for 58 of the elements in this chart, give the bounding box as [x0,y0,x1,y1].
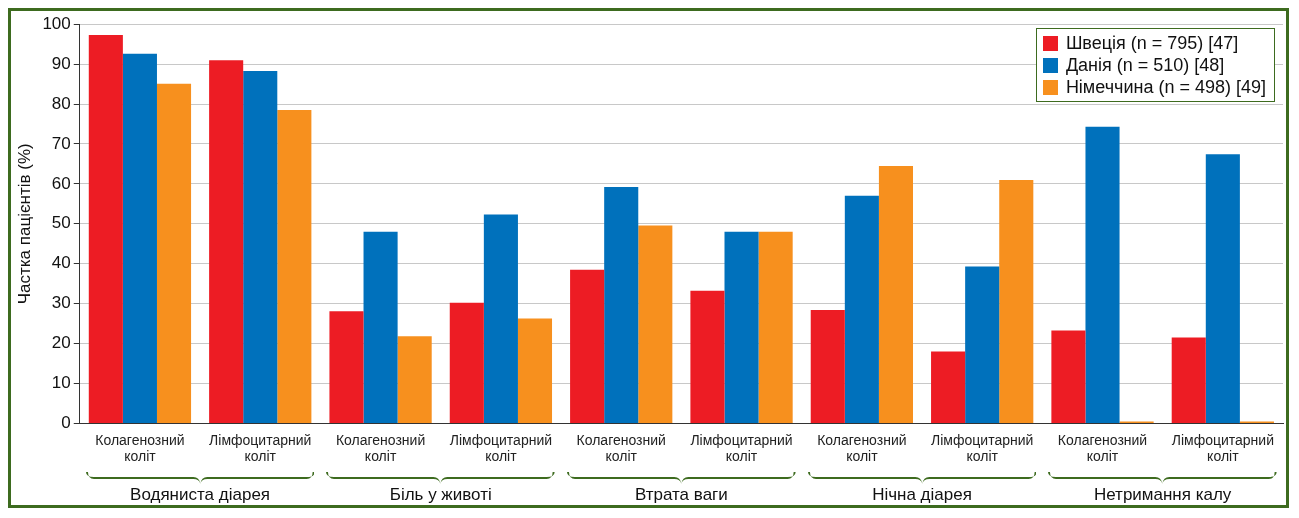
bar [724,231,759,423]
x-tick-label: Колагенозний коліт [1057,431,1148,465]
bar [810,310,845,423]
bar [1051,330,1086,423]
y-tick-label: 40 [51,253,71,273]
x-tick-label: Лімфоцитарний коліт [931,431,1034,465]
text: Нетримання калу [1092,485,1233,505]
bar [1205,154,1240,423]
y-tick-label: 20 [51,333,71,353]
bar [690,290,725,423]
bar [243,70,278,423]
text: Біль у животі [388,485,493,505]
bar [122,53,157,423]
y-tick-label: 70 [51,133,71,153]
bar [1085,126,1120,423]
x-tick-label: Колагенозний коліт [95,431,185,465]
y-tick-label: 10 [51,373,71,393]
text: Втрата ваги [633,485,729,505]
bar [209,60,244,423]
bar [517,318,553,423]
legend-label: Данія (n = 510) [48] [1065,54,1225,77]
legend-label: Швеція (n = 795) [47] [1065,32,1239,55]
bar [156,83,192,423]
text: Водяниста діарея [129,485,272,505]
y-axis-title: Частка пацієнтів (%) [14,143,34,305]
y-tick-label: 90 [51,53,71,73]
bar [1171,337,1206,423]
bar [363,231,398,423]
bar [931,351,966,423]
bar [604,187,639,423]
bar [88,34,123,423]
legend-label: Німеччина (n = 498) [49] [1065,76,1266,99]
bar [844,195,879,423]
x-tick-label: Колагенозний коліт [335,431,426,465]
bar [329,311,364,423]
text: Нічна діарея [871,485,973,505]
bar [483,214,518,423]
bar [449,302,484,423]
y-tick-label: 30 [51,293,71,313]
x-tick-label: Лімфоцитарний коліт [209,431,312,465]
bar [277,110,312,423]
x-tick-label: Лімфоцитарний коліт [690,431,793,465]
x-tick-label: Колагенозний коліт [817,431,907,465]
x-tick-label: Лімфоцитарний коліт [1171,431,1274,465]
bar [758,231,793,423]
y-tick-label: 0 [61,413,71,433]
y-tick-label: 80 [51,93,71,113]
bar [570,269,605,423]
x-tick-label: Колагенозний коліт [576,431,666,465]
y-tick-label: 100 [42,13,71,33]
bar [878,165,914,423]
bar [638,225,673,423]
y-tick-label: 60 [51,173,71,193]
bar [397,336,432,423]
y-tick-label: 50 [51,213,71,233]
bar [999,179,1034,423]
x-tick-label: Лімфоцитарний коліт [449,431,553,465]
bar [965,266,1000,423]
